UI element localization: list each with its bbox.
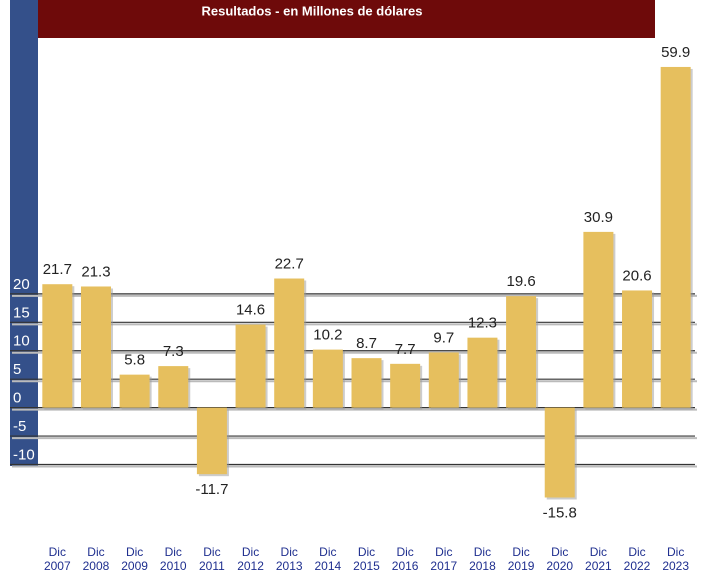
- value-label: 30.9: [584, 209, 613, 226]
- axis-band: [10, 0, 38, 466]
- value-label: 59.9: [661, 44, 690, 61]
- x-tick-label: Dic 2012: [237, 545, 264, 573]
- x-tick-label: Dic 2023: [662, 545, 690, 573]
- bar: [390, 363, 421, 408]
- x-tick-label: Dic 2015: [353, 545, 380, 573]
- x-tick-label: Dic 2020: [546, 545, 574, 573]
- bar: [544, 407, 575, 498]
- x-tick-label: Dic 2022: [623, 545, 651, 573]
- x-tick-label: Dic 2008: [82, 545, 110, 573]
- value-label: 20.6: [622, 267, 651, 284]
- bar: [119, 374, 150, 408]
- bar: [351, 358, 382, 408]
- bar: [312, 349, 343, 408]
- bar: [467, 337, 498, 408]
- value-label: -11.7: [195, 481, 228, 498]
- x-tick-label: Dic 2018: [469, 545, 496, 573]
- value-label: 9.7: [433, 329, 454, 346]
- value-label: 19.6: [506, 273, 535, 290]
- x-tick-label: Dic 2021: [585, 545, 612, 573]
- bar: [235, 324, 266, 408]
- bar: [583, 231, 614, 408]
- x-tick-label: Dic 2009: [121, 545, 148, 573]
- x-tick-label: Dic 2017: [430, 545, 458, 573]
- bar: [158, 366, 189, 408]
- bar: [660, 66, 691, 408]
- y-tick-label: 15: [13, 304, 30, 321]
- x-tick-label: Dic 2013: [275, 545, 303, 573]
- y-tick-label: 10: [13, 333, 30, 350]
- y-tick-label: 20: [13, 276, 30, 293]
- bar: [274, 278, 305, 408]
- value-label: 10.2: [313, 327, 342, 344]
- y-tick-label: 0: [13, 390, 21, 407]
- x-tick-label: Dic 2019: [507, 545, 535, 573]
- value-label: 22.7: [275, 255, 304, 272]
- value-label: 8.7: [356, 335, 377, 352]
- bar: [428, 352, 459, 408]
- value-label: 21.7: [43, 261, 72, 278]
- value-label: 21.3: [81, 263, 110, 280]
- value-label: 7.3: [163, 343, 184, 360]
- x-tick-label: Dic 2014: [314, 545, 342, 573]
- bar: [42, 284, 73, 408]
- value-label: 5.8: [124, 352, 145, 369]
- value-label: -15.8: [543, 504, 577, 521]
- bar: [80, 286, 111, 408]
- value-label: 12.3: [468, 315, 497, 332]
- bar: [622, 290, 653, 408]
- y-tick-label: -10: [13, 446, 35, 463]
- chart-title: Resultados - en Millones de dólares: [201, 3, 422, 18]
- x-tick-label: Dic 2010: [159, 545, 187, 573]
- y-tick-label: -5: [13, 418, 26, 435]
- value-label: 14.6: [236, 302, 265, 319]
- bar: [196, 407, 227, 475]
- x-tick-label: Dic 2016: [391, 545, 419, 573]
- y-tick-label: 5: [13, 361, 21, 378]
- title-band: [38, 0, 655, 38]
- x-tick-label: Dic 2007: [43, 545, 71, 573]
- bar: [506, 296, 537, 408]
- x-tick-label: Dic 2011: [199, 545, 225, 573]
- value-label: 7.7: [395, 341, 416, 358]
